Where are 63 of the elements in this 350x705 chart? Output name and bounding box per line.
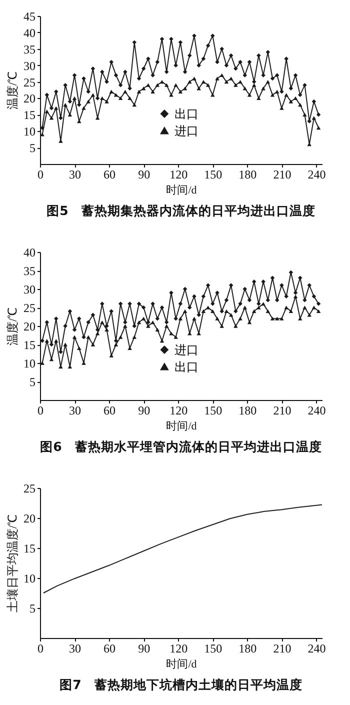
y-tick-label: 20 (24, 92, 36, 106)
x-tick-label: 150 (204, 642, 222, 656)
y-axis-title: 温度/℃ (6, 71, 20, 110)
y-tick-label: 20 (24, 512, 36, 526)
x-tick-label: 240 (308, 642, 326, 656)
y-tick-label: 35 (24, 42, 36, 56)
legend-label: 出口 (174, 106, 198, 121)
y-tick-label: 30 (24, 282, 36, 296)
x-tick-label: 120 (170, 404, 188, 418)
y-tick-label: 25 (24, 75, 36, 90)
y-tick-label: 30 (24, 58, 36, 73)
legend-label: 出口 (174, 360, 198, 374)
text: 图6 蓄热期水平埋管内流体的日平均进出口温度 (40, 439, 322, 454)
x-tick-label: 30 (69, 642, 82, 656)
text: 图7 蓄热期地下坑槽内土壤的日平均温度 (60, 677, 302, 692)
y-tick-label: 10 (24, 124, 36, 139)
x-tick-label: 0 (38, 642, 44, 656)
x-axis-title: 时间/d (166, 420, 198, 432)
x-axis-title: 时间/d (166, 658, 198, 670)
x-tick-label: 150 (204, 404, 222, 418)
y-axis-title: 土壤日平均温度/℃ (6, 514, 20, 613)
y-tick-label: 40 (24, 246, 36, 260)
y-tick-label: 25 (24, 301, 36, 315)
y-tick-label: 25 (24, 482, 36, 496)
x-tick-label: 0 (38, 168, 44, 182)
y-tick-label: 20 (24, 320, 36, 334)
y-axis-title: 温度/℃ (6, 307, 20, 346)
y-tick-label: 40 (24, 26, 36, 40)
x-tick-label: 180 (238, 642, 257, 656)
x-tick-label: 120 (170, 642, 188, 656)
line-series (42, 504, 322, 594)
y-tick-label: 10 (24, 572, 36, 586)
x-tick-label: 120 (170, 168, 188, 182)
y-tick-label: 15 (24, 108, 36, 122)
x-tick-label: 90 (138, 642, 150, 656)
x-tick-label: 60 (104, 642, 116, 656)
x-tick-label: 210 (273, 404, 292, 418)
x-tick-label: 150 (204, 168, 222, 182)
x-tick-label: 0 (38, 404, 44, 418)
x-tick-label: 90 (138, 404, 150, 418)
x-tick-label: 180 (238, 168, 257, 182)
y-tick-label: 15 (24, 542, 36, 556)
x-tick-label: 30 (69, 168, 82, 182)
x-tick-label: 90 (138, 168, 150, 182)
y-tick-label: 45 (24, 10, 36, 24)
x-tick-label: 60 (104, 168, 116, 182)
y-tick-label: 35 (24, 264, 36, 278)
x-tick-label: 60 (104, 404, 116, 418)
y-tick-label: 5 (30, 602, 36, 616)
y-tick-label: 15 (24, 338, 36, 352)
legend-label: 进口 (174, 342, 198, 357)
x-tick-label: 240 (308, 404, 326, 418)
legend-label: 进口 (174, 124, 198, 138)
x-tick-label: 30 (69, 404, 82, 418)
x-tick-label: 210 (273, 642, 292, 656)
x-tick-label: 210 (273, 168, 292, 182)
y-tick-label: 5 (30, 375, 36, 389)
x-axis-title: 时间/d (166, 184, 198, 196)
y-tick-label: 10 (24, 356, 36, 370)
y-tick-label: 5 (30, 141, 36, 156)
text: 图5 蓄热期集热器内流体的日平均进出口温度 (46, 203, 316, 218)
x-tick-label: 240 (308, 168, 326, 182)
x-tick-label: 180 (238, 404, 257, 418)
